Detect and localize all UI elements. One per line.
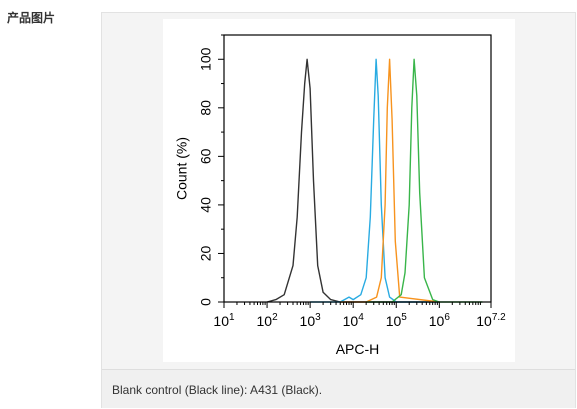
x-tick-label: 102 — [256, 312, 278, 329]
flow-cytometry-histogram: 0 20 40 60 80 100 101 102 103 104 105 106 107.2 Coun… — [174, 34, 506, 357]
y-tick-label: 40 — [198, 197, 214, 213]
figure-caption: Blank control (Black line): A431 (Black)… — [112, 383, 323, 397]
caption-bar: Blank control (Black line): A431 (Black)… — [102, 369, 575, 408]
product-image-panel: 0 20 40 60 80 100 101 102 103 104 105 106 107.2 Coun… — [101, 12, 576, 408]
series-line-2 — [310, 58, 440, 303]
section-label: 产品图片 — [7, 11, 56, 25]
x-tick-label: 104 — [343, 312, 365, 329]
x-tick-label: 105 — [386, 312, 408, 329]
y-tick-label: 100 — [198, 47, 214, 71]
y-tick-label: 0 — [198, 298, 214, 306]
series-line-1 — [266, 58, 440, 303]
y-tick-label: 80 — [198, 100, 214, 116]
x-tick-label: 106 — [429, 312, 451, 329]
x-tick-label: 103 — [300, 312, 322, 329]
x-tick-label: 101 — [213, 312, 235, 329]
x-axis-title: APC-H — [336, 341, 380, 357]
series-line-4 — [366, 58, 483, 303]
plot-frame — [223, 34, 492, 303]
y-axis-title: Count (%) — [174, 137, 190, 200]
x-tick-label: 107.2 — [476, 312, 506, 329]
y-tick-label: 60 — [198, 148, 214, 164]
y-tick-label: 20 — [198, 245, 214, 261]
histogram-figure: 0 20 40 60 80 100 101 102 103 104 105 106 107.2 Coun… — [163, 19, 515, 362]
series-line-3 — [340, 58, 440, 303]
